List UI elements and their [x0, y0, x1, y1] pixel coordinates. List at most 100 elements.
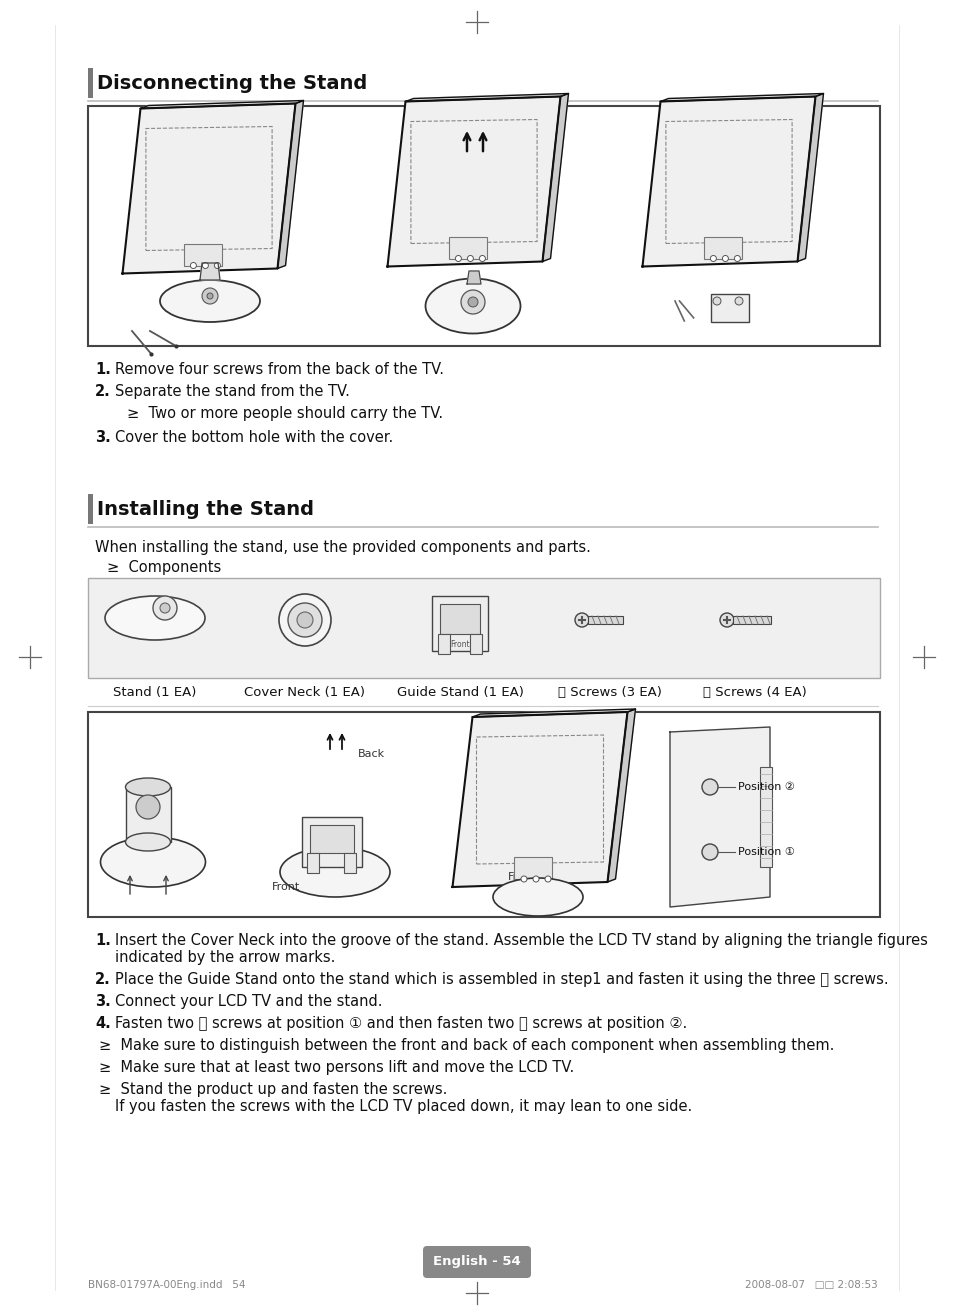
Text: 3.: 3.	[95, 994, 111, 1009]
Ellipse shape	[160, 280, 260, 322]
Bar	[126, 786, 171, 842]
Bar	[88, 711, 879, 917]
Text: 1.: 1.	[95, 934, 111, 948]
Text: Connect your LCD TV and the stand.: Connect your LCD TV and the stand.	[115, 994, 382, 1009]
Polygon shape	[452, 711, 627, 888]
Polygon shape	[607, 709, 635, 882]
Ellipse shape	[425, 279, 520, 334]
Text: ≥  Stand the product up and fasten the screws.: ≥ Stand the product up and fasten the sc…	[99, 1082, 447, 1097]
Text: 2.: 2.	[95, 972, 111, 988]
Bar	[587, 615, 622, 625]
Bar	[432, 596, 488, 651]
Polygon shape	[542, 93, 568, 262]
Bar	[710, 295, 748, 322]
Circle shape	[455, 255, 461, 262]
Polygon shape	[277, 100, 303, 268]
Bar	[310, 825, 354, 853]
Text: BN68-01797A-00Eng.indd   54: BN68-01797A-00Eng.indd 54	[88, 1279, 245, 1290]
Circle shape	[288, 604, 322, 636]
Text: Insert the Cover Neck into the groove of the stand. Assemble the LCD TV stand by: Insert the Cover Neck into the groove of…	[115, 934, 927, 948]
Circle shape	[460, 291, 484, 314]
Polygon shape	[797, 93, 822, 262]
Bar	[760, 767, 771, 867]
Circle shape	[191, 263, 196, 268]
Text: ≥  Two or more people should carry the TV.: ≥ Two or more people should carry the TV…	[127, 406, 442, 421]
Polygon shape	[472, 709, 635, 717]
Circle shape	[701, 844, 718, 860]
Polygon shape	[467, 271, 480, 284]
Text: Guide Stand (1 EA): Guide Stand (1 EA)	[396, 686, 523, 700]
Text: Stand (1 EA): Stand (1 EA)	[113, 686, 196, 700]
Circle shape	[152, 596, 177, 619]
Bar	[470, 634, 481, 654]
Text: Position ②: Position ②	[738, 782, 794, 792]
Circle shape	[533, 876, 538, 882]
Circle shape	[710, 255, 716, 262]
Bar	[88, 68, 92, 99]
Circle shape	[136, 796, 160, 819]
Ellipse shape	[493, 878, 582, 917]
Polygon shape	[659, 93, 822, 101]
Bar	[88, 107, 879, 346]
FancyBboxPatch shape	[422, 1247, 531, 1278]
Text: 2008-08-07   □□ 2:08:53: 2008-08-07 □□ 2:08:53	[744, 1279, 877, 1290]
Bar	[448, 237, 486, 259]
Circle shape	[721, 255, 728, 262]
Bar	[88, 579, 879, 679]
Text: Separate the stand from the TV.: Separate the stand from the TV.	[115, 384, 350, 398]
Ellipse shape	[100, 838, 205, 888]
Circle shape	[701, 778, 718, 796]
Circle shape	[202, 263, 208, 268]
Circle shape	[207, 293, 213, 299]
Text: Installing the Stand: Installing the Stand	[97, 500, 314, 518]
Circle shape	[544, 876, 551, 882]
Text: Back: Back	[497, 898, 525, 907]
Ellipse shape	[280, 847, 390, 897]
Circle shape	[520, 876, 526, 882]
Text: When installing the stand, use the provided components and parts.: When installing the stand, use the provi…	[95, 540, 590, 555]
Ellipse shape	[720, 613, 733, 627]
Text: Remove four screws from the back of the TV.: Remove four screws from the back of the …	[115, 362, 443, 377]
Circle shape	[467, 255, 473, 262]
Text: 4.: 4.	[95, 1016, 111, 1031]
Polygon shape	[122, 104, 295, 274]
Circle shape	[734, 255, 740, 262]
Text: English - 54: English - 54	[433, 1256, 520, 1269]
Text: Cover Neck (1 EA): Cover Neck (1 EA)	[244, 686, 365, 700]
Polygon shape	[387, 96, 560, 267]
Bar	[88, 494, 92, 523]
Bar	[307, 853, 318, 873]
Text: ≥  Components: ≥ Components	[107, 560, 221, 575]
Text: 2.: 2.	[95, 384, 111, 398]
Text: ≥  Make sure that at least two persons lift and move the LCD TV.: ≥ Make sure that at least two persons li…	[99, 1060, 574, 1074]
Text: 1.: 1.	[95, 362, 111, 377]
Circle shape	[202, 288, 218, 304]
Circle shape	[278, 594, 331, 646]
Text: Place the Guide Stand onto the stand which is assembled in step1 and fasten it u: Place the Guide Stand onto the stand whi…	[115, 972, 887, 988]
Bar	[514, 857, 552, 878]
Text: Cover the bottom hole with the cover.: Cover the bottom hole with the cover.	[115, 430, 393, 444]
Text: Ⓑ Screws (4 EA): Ⓑ Screws (4 EA)	[702, 686, 806, 700]
Text: Ⓐ Screws (3 EA): Ⓐ Screws (3 EA)	[558, 686, 661, 700]
Circle shape	[468, 297, 477, 306]
Bar	[439, 604, 479, 634]
Ellipse shape	[105, 596, 205, 640]
Circle shape	[734, 297, 742, 305]
Bar	[302, 817, 361, 867]
Text: If you fasten the screws with the LCD TV placed down, it may lean to one side.: If you fasten the screws with the LCD TV…	[115, 1099, 692, 1114]
Circle shape	[479, 255, 485, 262]
Text: Back: Back	[357, 750, 385, 759]
Polygon shape	[641, 96, 815, 267]
Ellipse shape	[575, 613, 588, 627]
Polygon shape	[405, 93, 568, 101]
Text: ≥  Make sure to distinguish between the front and back of each component when as: ≥ Make sure to distinguish between the f…	[99, 1038, 834, 1053]
Bar	[183, 243, 221, 266]
Text: Front: Front	[507, 872, 536, 882]
Text: Fasten two Ⓑ screws at position ① and then fasten two Ⓑ screws at position ②.: Fasten two Ⓑ screws at position ① and th…	[115, 1016, 686, 1031]
Bar	[732, 615, 770, 625]
Ellipse shape	[126, 778, 171, 796]
Bar	[703, 237, 740, 259]
Text: Front: Front	[450, 639, 469, 648]
Text: 3.: 3.	[95, 430, 111, 444]
Polygon shape	[140, 100, 303, 109]
